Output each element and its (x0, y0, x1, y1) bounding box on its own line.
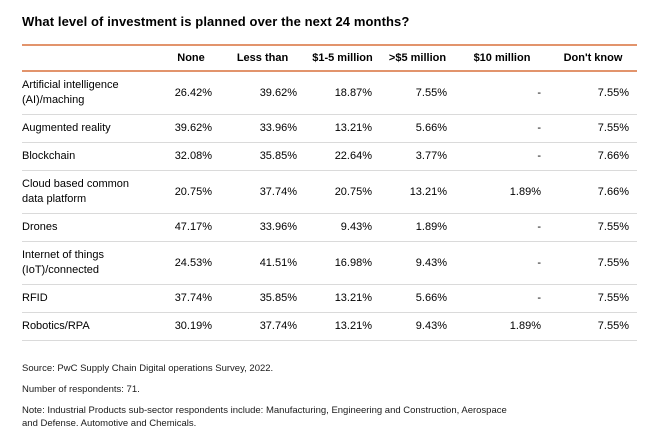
cell: 47.17% (174, 221, 212, 233)
cell: 1.89% (415, 221, 447, 233)
row-label: Internet of things (IoT)/connected (22, 249, 104, 276)
table-row-blockchain: Blockchain 32.08% 35.85% 22.64% 3.77% - … (22, 143, 637, 171)
cell: - (537, 221, 541, 233)
cell: - (537, 122, 541, 134)
footer-notes: Source: PwC Supply Chain Digital operati… (22, 362, 637, 426)
cell: 30.19% (174, 320, 212, 332)
cell: 9.43% (415, 256, 447, 269)
table-row-robotics: Robotics/RPA 30.19% 37.74% 13.21% 9.43% … (22, 313, 637, 341)
row-label: Drones (22, 221, 58, 233)
column-header-blank (22, 45, 162, 71)
cell: 37.74% (174, 292, 212, 304)
cell: 13.21% (409, 185, 447, 198)
column-header-dont-know: Don't know (563, 52, 623, 64)
cell: 39.62% (174, 122, 212, 134)
table-row-ai: Artificial intelligence (AI)/maching 26.… (22, 71, 637, 115)
cell: - (537, 292, 541, 304)
row-label: Blockchain (22, 150, 76, 162)
table-row-drones: Drones 47.17% 33.96% 9.43% 1.89% - 7.55% (22, 214, 637, 242)
cell: 24.53% (174, 256, 212, 269)
cell: 1.89% (509, 185, 541, 198)
row-label: Robotics/RPA (22, 320, 90, 332)
cell: 7.55% (597, 122, 629, 134)
column-header-1-5-million: $1-5 million (312, 52, 373, 64)
investment-table: None Less than $1-5 million >$5 million … (22, 44, 637, 341)
column-header-none: None (177, 52, 205, 64)
row-label: Artificial intelligence (AI)/maching (22, 79, 119, 106)
cell: 33.96% (259, 221, 297, 233)
cell: 7.66% (597, 185, 629, 198)
cell: 39.62% (259, 86, 297, 99)
table-row-augmented-reality: Augmented reality 39.62% 33.96% 13.21% 5… (22, 115, 637, 143)
row-label: Cloud based common data platform (22, 178, 130, 205)
cell: 18.87% (334, 86, 372, 99)
row-label: Augmented reality (22, 122, 111, 134)
cell: 7.55% (597, 256, 629, 269)
cell: 13.21% (334, 320, 372, 332)
cell: 3.77% (415, 150, 447, 162)
cell: 20.75% (334, 185, 372, 198)
cell: 7.55% (415, 86, 447, 99)
cell: 41.51% (259, 256, 297, 269)
cell: - (537, 150, 541, 162)
column-header-less-than: Less than (236, 52, 289, 64)
cell: 7.55% (597, 221, 629, 233)
table-row-cloud-platform: Cloud based common data platform 20.75% … (22, 171, 637, 214)
cell: - (537, 256, 541, 269)
cell: 32.08% (174, 150, 212, 162)
table-row-iot: Internet of things (IoT)/connected 24.53… (22, 242, 637, 285)
page-title: What level of investment is planned over… (22, 14, 410, 29)
table-body: Artificial intelligence (AI)/maching 26.… (22, 71, 637, 341)
cell: 35.85% (259, 292, 297, 304)
cell: 5.66% (415, 122, 447, 134)
cell: 9.43% (415, 320, 447, 332)
cell: 16.98% (334, 256, 372, 269)
cell: 22.64% (334, 150, 372, 162)
cell: 37.74% (259, 320, 297, 332)
cell: 37.74% (259, 185, 297, 198)
cell: 5.66% (415, 292, 447, 304)
source-note: Source: PwC Supply Chain Digital operati… (22, 363, 274, 374)
header-row: None Less than $1-5 million >$5 million … (22, 45, 637, 71)
column-header-10-million: $10 million (473, 52, 531, 64)
sector-note: Note: Industrial Products sub-sector res… (22, 404, 507, 426)
respondents-note: Number of respondents: 71. (22, 383, 140, 395)
cell: 20.75% (174, 185, 212, 198)
cell: - (537, 86, 541, 99)
cell: 33.96% (259, 122, 297, 134)
cell: 1.89% (509, 320, 541, 332)
cell: 7.55% (597, 320, 629, 332)
row-label: RFID (22, 292, 48, 304)
cell: 7.55% (597, 292, 629, 304)
cell: 35.85% (259, 150, 297, 162)
cell: 13.21% (334, 292, 372, 304)
cell: 13.21% (334, 122, 372, 134)
table-row-rfid: RFID 37.74% 35.85% 13.21% 5.66% - 7.55% (22, 285, 637, 313)
cell: 9.43% (340, 221, 372, 233)
table-header: None Less than $1-5 million >$5 million … (22, 45, 637, 71)
cell: 7.66% (597, 150, 629, 162)
cell: 7.55% (597, 86, 629, 99)
cell: 26.42% (174, 86, 212, 99)
column-header-over-5-million: >$5 million (388, 52, 447, 64)
